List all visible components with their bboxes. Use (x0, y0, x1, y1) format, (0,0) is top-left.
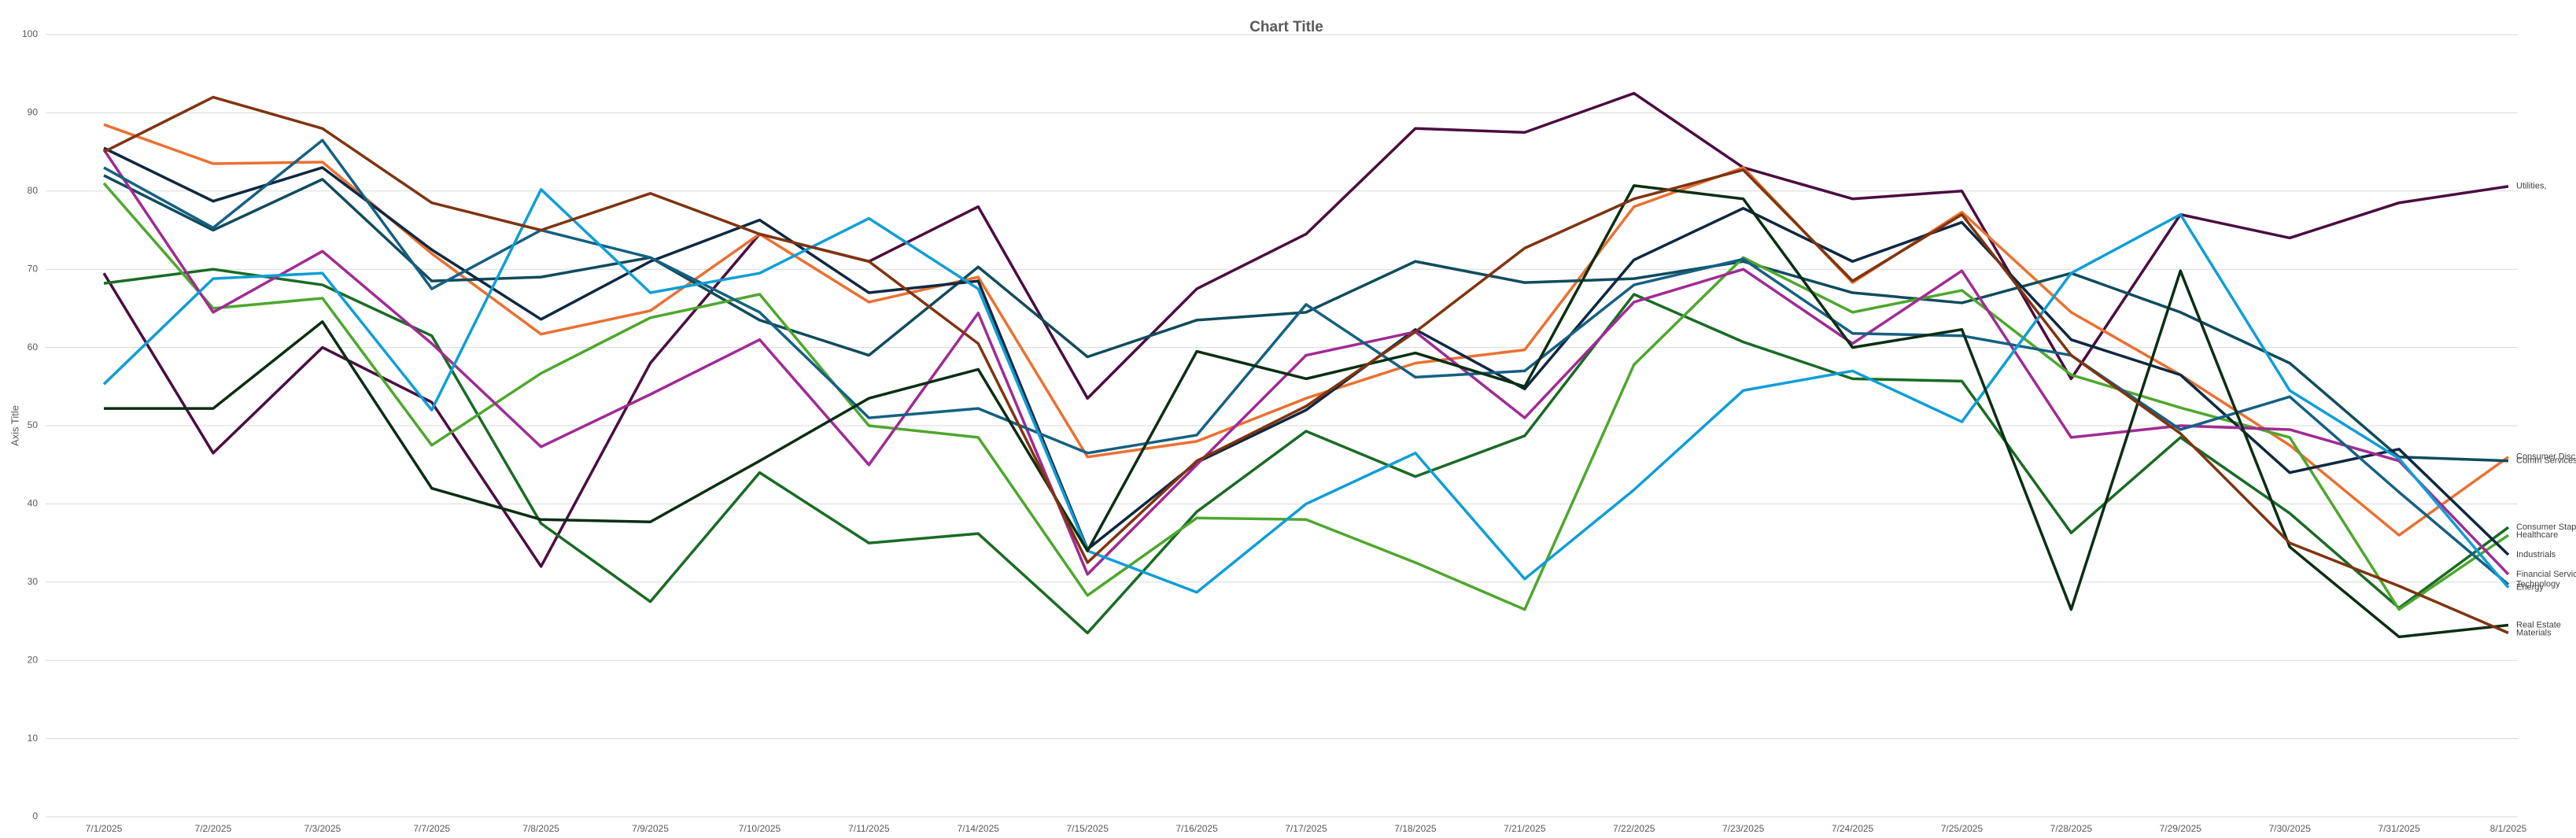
x-tick-label: 7/2/2025 (195, 823, 232, 834)
x-tick-label: 7/8/2025 (522, 823, 559, 834)
y-tick-label: 50 (28, 419, 39, 430)
series-line (102, 188, 2510, 594)
series-line (102, 149, 2510, 576)
x-tick-label: 7/31/2025 (2378, 823, 2420, 834)
y-tick-label: 80 (28, 185, 39, 196)
y-tick-label: 70 (28, 263, 39, 274)
series-line (104, 184, 2509, 639)
y-tick-label: 30 (28, 576, 39, 587)
series-end-label: Comm Services (2516, 456, 2576, 466)
y-tick-label: 40 (28, 498, 39, 509)
y-tick-label: 20 (28, 654, 39, 665)
series-end-label: Consumer Disc. (2516, 452, 2576, 462)
y-tick-label: 10 (28, 733, 39, 744)
x-tick-label: 7/9/2025 (632, 823, 669, 834)
x-tick-label: 7/30/2025 (2268, 823, 2311, 834)
x-tick-label: 7/21/2025 (1504, 823, 1546, 834)
x-tick-label: 8/1/2025 (2490, 823, 2527, 834)
series-line (102, 182, 2509, 611)
series-line (103, 123, 2510, 537)
x-tick-label: 7/1/2025 (86, 823, 123, 834)
y-tick-label: 60 (28, 341, 39, 353)
series-line (102, 91, 2509, 568)
series-end-label: Utilities, (2516, 182, 2547, 191)
x-tick-label: 7/7/2025 (413, 823, 450, 834)
x-tick-label: 7/18/2025 (1394, 823, 1437, 834)
y-tick-label: 0 (32, 810, 38, 821)
y-tick-label: 100 (22, 28, 38, 39)
x-tick-label: 7/11/2025 (848, 823, 890, 834)
chart-title: Chart Title (1249, 19, 1323, 35)
series-line (103, 138, 2510, 586)
x-tick-label: 7/22/2025 (1613, 823, 1655, 834)
series-end-label: Technology (2516, 580, 2560, 589)
x-tick-label: 7/29/2025 (2160, 823, 2202, 834)
series-line (103, 95, 2509, 635)
series-end-label: Energy (2516, 583, 2544, 593)
x-tick-label: 7/17/2025 (1285, 823, 1327, 834)
x-tick-label: 7/14/2025 (958, 823, 1000, 834)
y-tick-label: 90 (28, 107, 39, 118)
x-tick-label: 7/15/2025 (1066, 823, 1109, 834)
x-tick-label: 7/24/2025 (1832, 823, 1874, 834)
x-tick-label: 7/16/2025 (1175, 823, 1218, 834)
series-line (103, 146, 2510, 556)
series-end-label: Materials (2516, 628, 2552, 637)
series-end-label: Consumer Staples, (2516, 522, 2576, 532)
x-tick-label: 7/23/2025 (1722, 823, 1765, 834)
series-end-label: Financial Services (2516, 570, 2576, 579)
series-line (103, 174, 2509, 463)
series-end-label: Industrials (2516, 550, 2556, 559)
series-end-label: Healthcare (2516, 530, 2558, 540)
series-end-label: Real Estate (2516, 620, 2561, 629)
x-tick-label: 7/10/2025 (739, 823, 781, 834)
x-tick-label: 7/3/2025 (304, 823, 341, 834)
x-tick-label: 7/28/2025 (2050, 823, 2093, 834)
y-axis-title: Axis Title (9, 405, 20, 446)
x-tick-label: 7/25/2025 (1941, 823, 1984, 834)
